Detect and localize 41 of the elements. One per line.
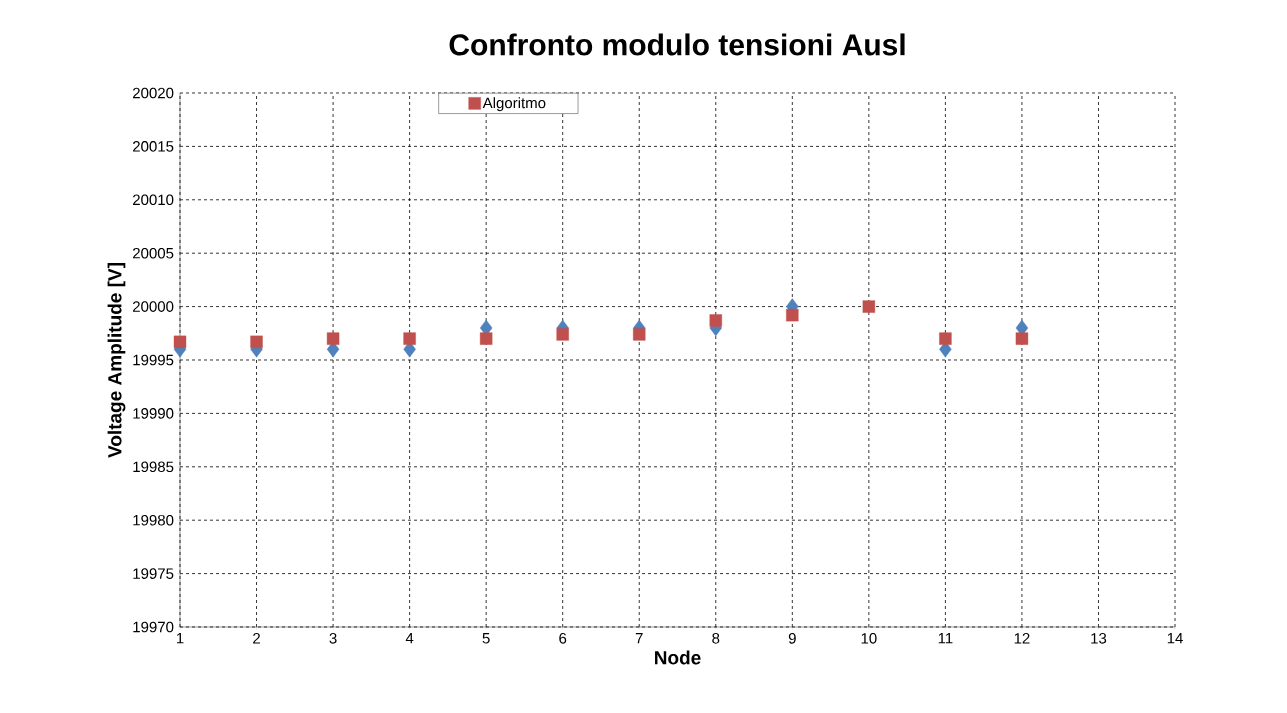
x-axis-title: Node: [655, 650, 701, 665]
x-tick-label: 2: [253, 633, 260, 644]
x-tick-label: 6: [559, 633, 567, 644]
y-tick-label: 19995: [133, 354, 174, 366]
point: [556, 328, 569, 341]
chart-title: Confronto modulo tensioni Ausl: [449, 33, 905, 56]
y-tick-label: 20015: [133, 141, 174, 152]
x-tick-label: 13: [1091, 633, 1107, 644]
point: [1015, 332, 1029, 345]
y-tick-label: 20000: [133, 301, 174, 312]
point: [633, 328, 646, 341]
x-tick-label: 5: [482, 633, 490, 644]
x-tick-label: 10: [861, 633, 877, 644]
point: [403, 332, 416, 345]
y-tick-label: 19975: [133, 568, 174, 579]
x-tick-label: 3: [329, 633, 337, 644]
y-tick-label: 20020: [133, 87, 174, 99]
x-tick-label: 7: [635, 633, 643, 644]
point: [250, 335, 263, 349]
point: [709, 314, 722, 327]
point: [786, 308, 799, 322]
y-tick-label: 19985: [133, 461, 174, 473]
x-tick-label: 12: [1014, 633, 1030, 644]
y-tick-label: 19980: [133, 514, 174, 526]
y-tick-label: 19990: [133, 408, 174, 419]
point: [479, 332, 493, 345]
point: [326, 332, 340, 345]
x-tick-label: 1: [176, 633, 184, 644]
point: [862, 300, 876, 313]
point: [939, 332, 952, 345]
y-tick-label: 20010: [133, 194, 174, 206]
x-tick-label: 11: [938, 633, 953, 644]
x-tick-label: 9: [788, 633, 796, 644]
y-axis-title: Voltage Amplitude [V]: [107, 263, 126, 458]
legend-label: Algoritmo: [482, 97, 546, 112]
y-tick-label: 19970: [133, 621, 174, 633]
y-tick-label: 20005: [133, 247, 174, 259]
point: [173, 335, 187, 349]
x-tick-label: 4: [405, 633, 414, 644]
x-tick-label: 8: [712, 633, 720, 644]
x-tick-label: 14: [1167, 633, 1183, 644]
